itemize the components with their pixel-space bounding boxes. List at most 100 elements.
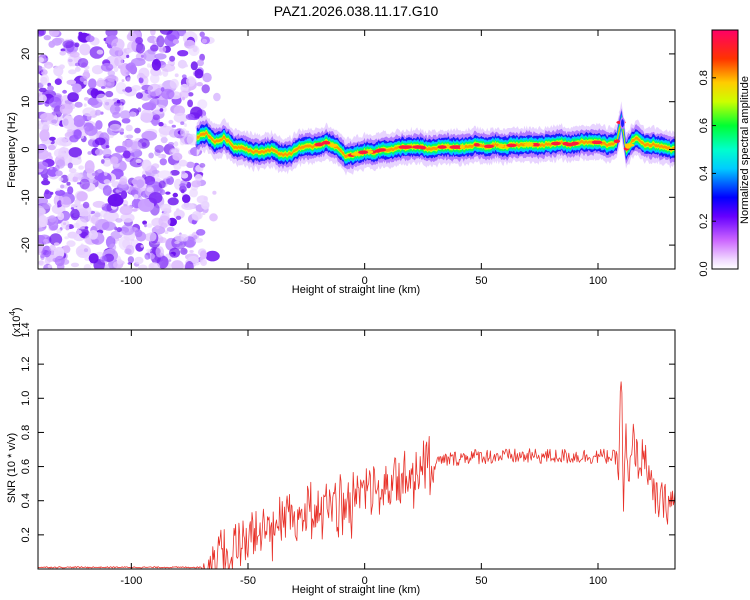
noise-blob: [158, 155, 163, 158]
noise-blob: [91, 238, 99, 244]
noise-blob: [212, 190, 217, 195]
noise-blob: [180, 234, 189, 242]
noise-blob: [125, 124, 133, 132]
noise-blob: [74, 42, 80, 48]
noise-blob: [79, 43, 91, 56]
noise-blob: [171, 260, 184, 269]
noise-blob: [175, 215, 182, 220]
noise-blob: [102, 157, 112, 167]
signal-band-3: [196, 113, 675, 164]
noise-blob: [102, 255, 107, 262]
noise-blob: [84, 226, 89, 229]
noise-blob: [97, 168, 103, 174]
noise-blob: [113, 196, 118, 202]
noise-blob: [68, 168, 77, 174]
noise-blob: [140, 109, 153, 124]
noise-blob: [38, 94, 47, 103]
snr-scale-close: ): [11, 307, 23, 311]
noise-blob: [121, 118, 131, 124]
noise-blob: [58, 177, 64, 182]
spectrogram-x-axis: -100 -50 0 50 100: [120, 30, 607, 287]
noise-blob: [94, 109, 102, 116]
noise-blob: [62, 89, 67, 94]
noise-blob: [69, 51, 80, 58]
noise-blob: [189, 188, 199, 198]
noise-blob: [185, 113, 195, 121]
noise-blob: [82, 107, 96, 117]
noise-blob: [169, 55, 176, 62]
noise-blob: [187, 99, 194, 108]
noise-blob: [57, 205, 60, 208]
noise-blob: [123, 204, 128, 207]
noise-blob: [157, 170, 173, 180]
noise-blob: [38, 161, 49, 170]
noise-blob: [126, 49, 132, 54]
noise-blob: [126, 62, 136, 73]
noise-blob: [151, 58, 161, 71]
signal-band-5: [196, 117, 675, 160]
signal-peak: [551, 141, 560, 146]
noise-blob: [197, 99, 208, 110]
noise-blob: [171, 124, 176, 128]
snr-y-tick-label: 1.4: [20, 322, 32, 337]
noise-blob: [135, 159, 142, 164]
signal-peak: [459, 145, 465, 149]
noise-blob: [168, 142, 175, 146]
noise-blob: [147, 231, 157, 242]
noise-blob: [130, 141, 142, 152]
noise-blob: [110, 230, 123, 239]
spectrogram-y-tick-label: -10: [20, 189, 32, 205]
noise-blob: [201, 34, 205, 39]
noise-blob: [177, 59, 187, 69]
noise-blob: [159, 189, 166, 196]
noise-blob: [74, 199, 81, 207]
noise-blob: [74, 173, 80, 178]
noise-blob: [77, 58, 89, 68]
noise-blob: [190, 61, 198, 71]
snr-y-tick-label: 0.6: [20, 459, 32, 474]
noise-blob: [48, 96, 62, 108]
noise-blob: [194, 174, 203, 182]
noise-blob: [160, 136, 168, 144]
signal-peak: [316, 142, 324, 146]
noise-blob: [41, 179, 51, 186]
noise-blob: [44, 216, 59, 226]
colorbar-gradient: [711, 29, 739, 270]
noise-blob: [113, 66, 119, 73]
noise-blob: [140, 54, 144, 58]
noise-blob: [160, 203, 172, 212]
noise-blob: [191, 180, 202, 188]
noise-blob: [83, 69, 89, 74]
noise-blob: [209, 213, 218, 222]
noise-blob: [79, 178, 90, 190]
spectrogram-x-tick-label: -50: [240, 275, 256, 287]
noise-blob: [133, 194, 139, 200]
noise-blob: [196, 82, 203, 87]
noise-blob: [59, 103, 73, 115]
noise-blob: [117, 65, 123, 69]
noise-blob: [141, 159, 152, 171]
noise-blob: [88, 78, 97, 89]
signal-peak: [524, 142, 534, 147]
noise-blob: [169, 247, 181, 258]
noise-blob: [199, 163, 206, 168]
snr-x-tick-label: 0: [362, 575, 368, 587]
noise-blob: [63, 222, 67, 226]
noise-blob: [159, 108, 164, 112]
noise-blob: [100, 62, 114, 72]
noise-blob: [173, 141, 179, 147]
noise-blob: [56, 228, 62, 234]
noise-blob: [68, 147, 83, 158]
noise-blob: [105, 101, 110, 106]
noise-blob: [141, 142, 147, 148]
noise-blob: [91, 65, 104, 75]
signal-peak: [613, 139, 621, 143]
noise-blob: [62, 142, 67, 147]
noise-blob: [181, 202, 195, 210]
noise-blob: [205, 250, 220, 262]
noise-blob: [180, 189, 185, 194]
noise-blob: [58, 64, 65, 70]
noise-blob: [155, 246, 165, 258]
snr-background: [38, 330, 675, 569]
